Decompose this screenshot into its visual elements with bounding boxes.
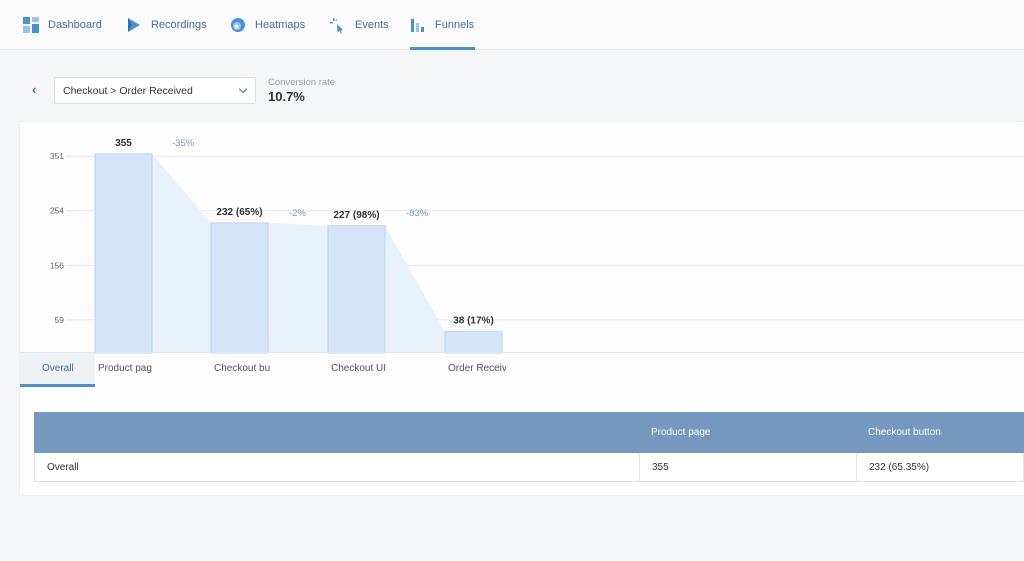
dropoff-label: -83% (406, 208, 429, 219)
funnel-select[interactable]: Checkout > Order Received (54, 77, 256, 104)
nav-funnels[interactable]: Funnels (410, 0, 475, 50)
tab-overall[interactable]: Overall (20, 353, 95, 387)
funnel-bar (444, 331, 503, 354)
y-tick-label: 156 (50, 261, 64, 271)
nav-events-label: Events (355, 19, 389, 31)
funnel-chart: 351 254 156 59 355 232 (65%) 227 (98%) 38 (17%)… (50, 138, 1024, 354)
funnel-bar (210, 222, 269, 354)
bar-value-label: 38 (17%) (453, 316, 494, 327)
funnel-table-header: Product page Checkout button (34, 412, 1024, 453)
column-header-product-page: Product page (651, 427, 711, 438)
nav-dashboard-label: Dashboard (48, 19, 102, 31)
nav-recordings-label: Recordings (151, 19, 207, 31)
funnel-select-value: Checkout > Order Received (63, 84, 193, 97)
funnel-bar (94, 153, 153, 354)
tab-overall-label: Overall (42, 363, 74, 374)
category-label: Checkout bu (214, 363, 271, 374)
cell-checkout-button: 232 (65.35%) (869, 461, 930, 473)
category-label: Product pag (98, 363, 152, 374)
dashboard-icon (23, 17, 39, 33)
play-icon (126, 17, 142, 33)
nav-recordings[interactable]: Recordings (126, 0, 207, 50)
funnel-icon (410, 17, 426, 33)
top-nav: Dashboard Recordings Heatmaps Events Fun… (0, 0, 1024, 50)
cell-product-page: 355 (652, 461, 669, 473)
back-chevron-icon[interactable]: ‹ (32, 82, 37, 97)
chart-tabs-divider (20, 352, 1024, 353)
funnel-bar (327, 225, 386, 354)
conversion-rate-label: Conversion rate (268, 77, 336, 88)
dropoff-label: -2% (289, 208, 306, 219)
y-tick-label: 59 (55, 315, 65, 325)
bar-value-label: 355 (115, 138, 132, 149)
funnel-flow-area (268, 222, 328, 353)
y-tick-label: 351 (50, 151, 64, 161)
events-icon (330, 17, 346, 34)
bar-value-label: 232 (65%) (216, 207, 262, 218)
table-row: Overall 355 232 (65.35%) (34, 453, 1024, 482)
row-label: Overall (47, 461, 79, 473)
chevron-down-icon (238, 84, 248, 94)
funnel-flow-area (152, 154, 211, 353)
tab-overall-indicator (20, 384, 95, 387)
nav-events[interactable]: Events (330, 0, 389, 50)
nav-dashboard[interactable]: Dashboard (23, 0, 102, 50)
column-divider (856, 453, 857, 481)
column-divider (639, 453, 640, 481)
column-header-checkout-button: Checkout button (868, 427, 941, 438)
nav-funnels-label: Funnels (435, 19, 475, 31)
heatmap-icon (230, 17, 246, 33)
nav-heatmaps[interactable]: Heatmaps (230, 0, 305, 50)
bar-value-label: 227 (98%) (333, 210, 379, 221)
category-label: Checkout UI (331, 363, 387, 374)
category-label: Order Receiv (448, 363, 506, 374)
funnel-flow-area (385, 225, 445, 353)
nav-heatmaps-label: Heatmaps (255, 19, 306, 31)
dropoff-label: -35% (172, 138, 195, 149)
y-tick-label: 254 (50, 206, 64, 216)
conversion-rate-value: 10.7% (268, 89, 305, 104)
